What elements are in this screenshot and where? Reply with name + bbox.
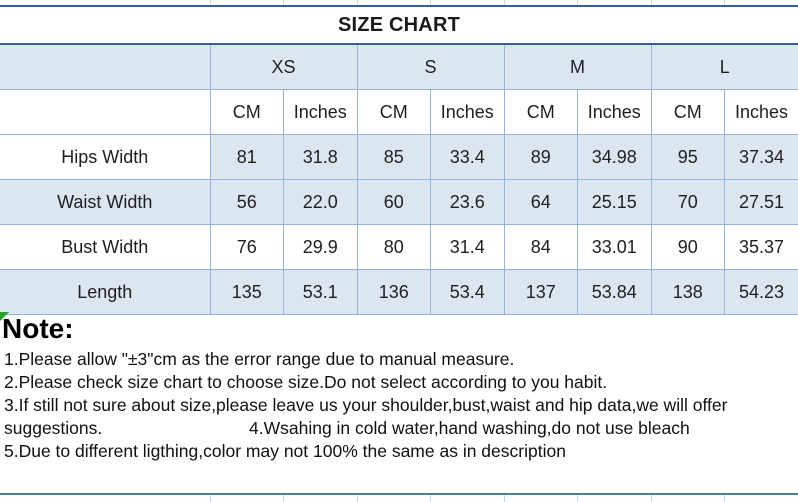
unit-header-cm: CM bbox=[503, 89, 579, 135]
value-cell: 80 bbox=[356, 224, 432, 270]
unit-header-inches: Inches bbox=[430, 89, 505, 135]
size-chart-table: XS S M L CM Inches CM Inches CM Inches CM Inches Hip… bbox=[0, 45, 798, 315]
value-cell: 35.37 bbox=[724, 224, 798, 270]
value-cell: 64 bbox=[503, 179, 579, 225]
value-cell: 90 bbox=[650, 224, 726, 270]
page-title: SIZE CHART bbox=[338, 13, 460, 36]
gridline bbox=[357, 0, 358, 5]
unit-header-inches: Inches bbox=[724, 89, 798, 135]
size-header-s: S bbox=[356, 45, 505, 90]
note-line-5: 5.Due to different ligthing,color may no… bbox=[4, 441, 566, 461]
value-cell: 22.0 bbox=[283, 179, 358, 225]
value-cell: 29.9 bbox=[283, 224, 358, 270]
gridline bbox=[357, 495, 358, 502]
value-cell: 37.34 bbox=[724, 134, 798, 180]
note-line-2: 2.Please check size chart to choose size… bbox=[4, 372, 608, 392]
value-cell: 136 bbox=[356, 269, 432, 315]
value-cell: 31.4 bbox=[430, 224, 505, 270]
chart-title-band: SIZE CHART bbox=[0, 5, 798, 45]
table-row: Hips Width 81 31.8 85 33.4 89 34.98 95 37.34 bbox=[0, 134, 798, 180]
unit-header-cm: CM bbox=[650, 89, 726, 135]
value-cell: 60 bbox=[356, 179, 432, 225]
note-line-4-left: suggestions. bbox=[4, 418, 103, 438]
table-row: Waist Width 56 22.0 60 23.6 64 25.15 70 27.51 bbox=[0, 179, 798, 225]
value-cell: 138 bbox=[650, 269, 726, 315]
gridline bbox=[430, 495, 431, 502]
gridline bbox=[430, 0, 431, 5]
value-cell: 54.23 bbox=[724, 269, 798, 315]
spreadsheet-top-gridline-strip bbox=[0, 0, 798, 5]
value-cell: 81 bbox=[209, 134, 284, 180]
size-header-row: XS S M L bbox=[0, 45, 798, 90]
gridline bbox=[283, 0, 284, 5]
gridline bbox=[504, 0, 505, 5]
value-cell: 95 bbox=[650, 134, 726, 180]
value-cell: 76 bbox=[209, 224, 284, 270]
bottom-rule bbox=[0, 493, 798, 495]
value-cell: 70 bbox=[650, 179, 726, 225]
unit-header-row: CM Inches CM Inches CM Inches CM Inches bbox=[0, 89, 798, 135]
gridline bbox=[283, 495, 284, 502]
value-cell: 137 bbox=[503, 269, 579, 315]
table-row: Bust Width 76 29.9 80 31.4 84 33.01 90 35.37 bbox=[0, 224, 798, 270]
row-label: Length bbox=[0, 269, 211, 315]
notes-heading: Note: bbox=[2, 313, 74, 344]
gridline bbox=[210, 495, 211, 502]
table-body: XS S M L CM Inches CM Inches CM Inches CM Inches Hip… bbox=[0, 45, 798, 315]
value-cell: 135 bbox=[209, 269, 284, 315]
row-label: Bust Width bbox=[0, 224, 211, 270]
gridline bbox=[504, 495, 505, 502]
value-cell: 53.84 bbox=[577, 269, 652, 315]
size-header-m: M bbox=[503, 45, 652, 90]
notes-section: Note: 1.Please allow "±3"cm as the error… bbox=[0, 311, 798, 463]
note-line-4: suggestions. 4.Wsahing in cold water,hand… bbox=[4, 417, 798, 440]
value-cell: 27.51 bbox=[724, 179, 798, 225]
gridline bbox=[724, 0, 725, 5]
unit-header-inches: Inches bbox=[577, 89, 652, 135]
unit-header-inches: Inches bbox=[283, 89, 358, 135]
value-cell: 33.4 bbox=[430, 134, 505, 180]
gridline bbox=[210, 0, 211, 5]
note-line-1: 1.Please allow "±3"cm as the error range… bbox=[4, 349, 515, 369]
gridline bbox=[651, 0, 652, 5]
spreadsheet-bottom-gridline-strip bbox=[0, 495, 798, 502]
corner-empty-cell bbox=[0, 45, 211, 90]
value-cell: 56 bbox=[209, 179, 284, 225]
gridline bbox=[651, 495, 652, 502]
size-header-l: L bbox=[650, 45, 798, 90]
gridline bbox=[577, 495, 578, 502]
gridline bbox=[577, 0, 578, 5]
row-label: Hips Width bbox=[0, 134, 211, 180]
value-cell: 23.6 bbox=[430, 179, 505, 225]
unit-header-cm: CM bbox=[356, 89, 432, 135]
value-cell: 89 bbox=[503, 134, 579, 180]
value-cell: 53.1 bbox=[283, 269, 358, 315]
unit-row-empty-cell bbox=[0, 89, 211, 135]
value-cell: 34.98 bbox=[577, 134, 652, 180]
value-cell: 85 bbox=[356, 134, 432, 180]
table-row: Length 135 53.1 136 53.4 137 53.84 138 54.23 bbox=[0, 269, 798, 315]
gridline bbox=[724, 495, 725, 502]
excel-error-triangle-icon bbox=[0, 312, 9, 321]
value-cell: 53.4 bbox=[430, 269, 505, 315]
size-header-xs: XS bbox=[209, 45, 358, 90]
value-cell: 33.01 bbox=[577, 224, 652, 270]
row-label: Waist Width bbox=[0, 179, 211, 225]
value-cell: 84 bbox=[503, 224, 579, 270]
note-line-4-right: 4.Wsahing in cold water,hand washing,do … bbox=[249, 418, 690, 438]
unit-header-cm: CM bbox=[209, 89, 284, 135]
value-cell: 31.8 bbox=[283, 134, 358, 180]
note-line-3: 3.If still not sure about size,please le… bbox=[4, 395, 728, 415]
value-cell: 25.15 bbox=[577, 179, 652, 225]
